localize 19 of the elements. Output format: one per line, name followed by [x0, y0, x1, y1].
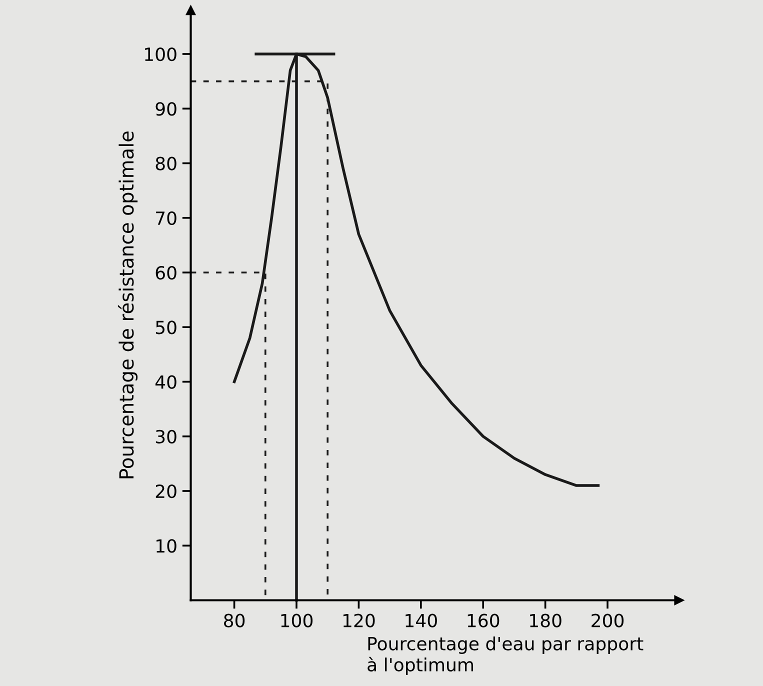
y-tick-label: 80 — [156, 156, 176, 170]
y-tick-label: 60 — [156, 266, 176, 280]
y-tick-label: 90 — [156, 102, 176, 116]
x-tick-label: 100 — [281, 614, 313, 628]
x-tick-label: 160 — [468, 614, 500, 628]
x-tick-label: 140 — [406, 614, 437, 628]
x-tick-label: 200 — [592, 614, 624, 628]
x-axis-title: Pourcentage d'eau par rapport à l'optimum — [368, 636, 644, 676]
y-tick-label: 20 — [156, 484, 176, 498]
y-tick-label: 100 — [145, 47, 176, 62]
y-tick-label: 10 — [156, 539, 176, 553]
y-tick-label: 40 — [155, 375, 176, 389]
x-tick-label: 120 — [343, 614, 375, 628]
y-axis-title: Pourcentage de résistance optimale — [118, 131, 138, 478]
x-tick-label: 180 — [530, 614, 562, 628]
y-tick-label: 70 — [156, 211, 176, 225]
x-tick-label: 80 — [224, 614, 245, 628]
y-tick-label: 50 — [156, 320, 176, 334]
y-tick-label: 30 — [156, 430, 176, 444]
